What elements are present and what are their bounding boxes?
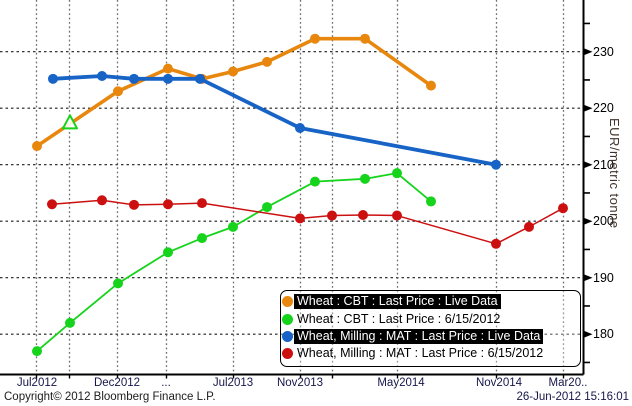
data-point-marker bbox=[32, 141, 42, 152]
data-point-marker bbox=[392, 168, 402, 179]
data-point-marker bbox=[295, 122, 305, 133]
x-tick-label: ... bbox=[161, 377, 171, 389]
legend-item[interactable]: Wheat, Milling : MAT : Last Price : 6/15… bbox=[282, 345, 580, 362]
legend-item-label: Wheat : CBT : Last Price : 6/15/2012 bbox=[297, 311, 501, 326]
data-point-marker bbox=[197, 198, 207, 209]
data-point-marker bbox=[129, 73, 139, 84]
legend-swatch-icon bbox=[282, 348, 293, 360]
data-point-marker bbox=[47, 199, 57, 210]
data-point-marker bbox=[558, 203, 568, 214]
data-point-marker bbox=[129, 199, 139, 210]
data-point-marker bbox=[48, 73, 58, 84]
footer: Copyright© 2012 Bloomberg Finance L.P. 2… bbox=[0, 390, 632, 406]
data-point-marker bbox=[426, 80, 436, 91]
series-line bbox=[51, 199, 564, 245]
data-point-marker bbox=[360, 33, 370, 44]
series-line bbox=[35, 36, 433, 148]
data-point-marker bbox=[97, 70, 107, 81]
y-tick-label: 220 bbox=[593, 101, 614, 116]
data-point-marker bbox=[163, 63, 173, 74]
legend-item[interactable]: Wheat, Milling : MAT : Last Price : Live… bbox=[282, 328, 580, 345]
y-major-tick-arrow-icon bbox=[582, 160, 593, 169]
y-major-tick-arrow-icon bbox=[582, 217, 593, 226]
y-tick-label: 190 bbox=[593, 270, 614, 285]
y-major-tick-arrow-icon bbox=[582, 104, 593, 113]
data-point-marker bbox=[163, 73, 173, 84]
y-tick-label: 200 bbox=[593, 214, 614, 229]
data-point-marker bbox=[426, 196, 436, 207]
data-point-marker bbox=[65, 317, 75, 328]
x-tick-label: Dec2012 bbox=[93, 377, 141, 389]
timestamp-text: 26-Jun-2012 15:16:01 bbox=[516, 391, 629, 403]
legend-item-label: Wheat, Milling : MAT : Last Price : Live… bbox=[294, 328, 544, 344]
x-tick-label: Mar20.. bbox=[548, 377, 588, 389]
data-point-marker bbox=[310, 33, 320, 44]
data-point-marker bbox=[491, 238, 501, 249]
copyright-text: Copyright© 2012 Bloomberg Finance L.P. bbox=[4, 391, 216, 403]
x-tick-label: Jul2012 bbox=[16, 377, 58, 389]
x-tick-label: Nov2013 bbox=[276, 377, 324, 389]
data-point-marker bbox=[197, 233, 207, 244]
data-point-marker bbox=[228, 66, 238, 77]
data-point-marker bbox=[163, 247, 173, 258]
data-point-marker bbox=[491, 159, 501, 170]
data-point-marker bbox=[310, 176, 320, 187]
data-point-marker bbox=[163, 199, 173, 210]
x-tick-label: Jul2013 bbox=[212, 377, 254, 389]
y-major-tick-arrow-icon bbox=[582, 47, 593, 56]
data-point-marker bbox=[327, 210, 337, 221]
y-major-tick-arrow-icon bbox=[582, 330, 593, 339]
data-point-marker bbox=[392, 210, 402, 221]
legend-swatch-icon bbox=[282, 313, 293, 325]
data-point-marker bbox=[195, 73, 205, 84]
data-point-marker bbox=[113, 86, 123, 97]
x-tick-label: May2014 bbox=[377, 377, 425, 389]
y-tick-label: 210 bbox=[593, 157, 614, 172]
data-point-marker bbox=[32, 346, 42, 357]
legend-swatch-icon bbox=[282, 296, 293, 308]
data-point-marker bbox=[97, 195, 107, 206]
data-point-marker bbox=[113, 278, 123, 289]
data-point-marker bbox=[295, 213, 305, 224]
legend-item-label: Wheat, Milling : MAT : Last Price : 6/15… bbox=[297, 346, 544, 361]
data-point-marker bbox=[360, 173, 370, 184]
y-axis-title: EUR/metric tonne bbox=[607, 118, 622, 229]
legend-box: Wheat : CBT : Last Price : Live Data Whea… bbox=[280, 290, 581, 367]
legend-item-label: Wheat : CBT : Last Price : Live Data bbox=[294, 294, 501, 310]
data-point-marker bbox=[262, 202, 272, 213]
legend-item[interactable]: Wheat : CBT : Last Price : 6/15/2012 bbox=[282, 310, 580, 327]
x-tick-label: Nov2014 bbox=[475, 377, 523, 389]
y-major-tick-arrow-icon bbox=[582, 273, 593, 282]
data-point-marker bbox=[228, 221, 238, 232]
legend-swatch-icon bbox=[282, 330, 293, 342]
legend-item[interactable]: Wheat : CBT : Last Price : Live Data bbox=[282, 293, 580, 310]
data-point-marker bbox=[358, 209, 368, 220]
data-point-marker bbox=[262, 56, 272, 67]
triangle-annotation-icon bbox=[62, 114, 78, 130]
y-tick-label: 180 bbox=[593, 327, 614, 342]
data-point-marker bbox=[524, 221, 534, 232]
y-tick-label: 230 bbox=[593, 44, 614, 59]
